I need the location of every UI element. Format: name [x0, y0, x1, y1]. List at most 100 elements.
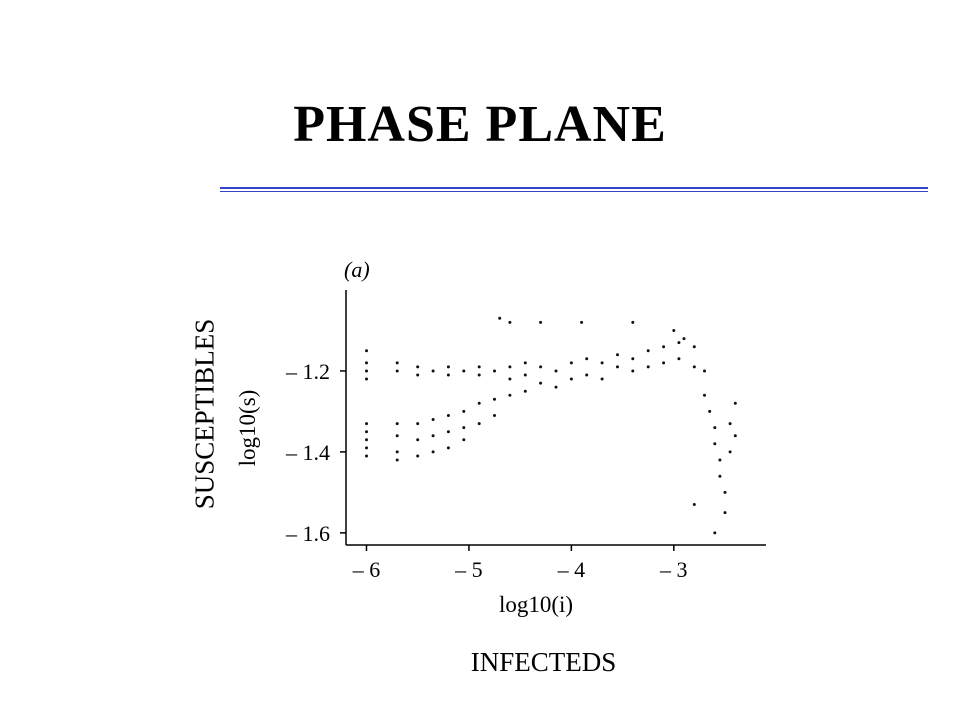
- data-point: [365, 361, 368, 365]
- page-title: PHASE PLANE: [293, 96, 667, 153]
- data-point: [365, 422, 368, 426]
- data-point: [365, 430, 368, 434]
- x-tick-label: – 3: [659, 557, 688, 582]
- panel-label: (a): [344, 257, 370, 282]
- data-point: [569, 377, 573, 381]
- data-point: [477, 373, 481, 377]
- data-point: [416, 365, 420, 369]
- data-point: [662, 345, 666, 349]
- x-tick-label: – 5: [454, 557, 483, 582]
- data-point: [493, 369, 496, 373]
- data-point: [498, 316, 502, 320]
- data-point: [462, 369, 466, 373]
- data-point: [446, 414, 450, 417]
- data-point: [365, 369, 368, 373]
- data-point: [477, 422, 481, 426]
- data-point: [692, 365, 696, 369]
- data-point: [508, 365, 512, 369]
- data-point: [646, 349, 650, 353]
- data-point: [431, 418, 435, 421]
- data-point: [554, 385, 558, 389]
- data-point: [616, 353, 619, 357]
- data-point: [365, 438, 368, 442]
- data-point: [395, 369, 399, 373]
- data-point: [677, 341, 681, 345]
- data-point: [662, 361, 666, 365]
- data-point: [523, 361, 527, 365]
- data-point: [493, 414, 496, 417]
- data-point: [365, 454, 368, 458]
- data-point: [416, 422, 420, 426]
- data-point: [703, 369, 706, 373]
- data-point: [728, 450, 732, 454]
- data-point: [733, 401, 737, 405]
- data-point: [682, 337, 686, 341]
- y-tick-label: – 1.2: [285, 359, 330, 384]
- data-point: [365, 377, 368, 381]
- x-tick-label: – 4: [557, 557, 586, 582]
- data-point: [462, 409, 466, 413]
- data-point: [446, 373, 450, 377]
- data-point: [728, 422, 732, 426]
- data-point: [631, 320, 635, 324]
- data-point: [431, 434, 435, 438]
- title-divider-thin: [220, 191, 928, 192]
- data-point: [539, 381, 543, 385]
- data-point: [446, 446, 450, 450]
- data-point: [713, 531, 717, 535]
- data-point: [713, 426, 717, 430]
- data-point: [462, 438, 466, 442]
- data-point: [416, 454, 420, 458]
- data-point: [672, 329, 676, 332]
- data-point: [733, 434, 737, 438]
- data-point: [446, 430, 450, 434]
- y-axis-label: log10(s): [235, 390, 260, 467]
- data-point: [508, 320, 512, 324]
- x-axis-label: log10(i): [499, 592, 573, 617]
- data-point: [395, 422, 399, 426]
- data-point: [462, 426, 466, 430]
- title-divider: [220, 187, 928, 189]
- data-point: [692, 503, 696, 506]
- data-point: [395, 450, 399, 454]
- data-point: [431, 369, 435, 373]
- data-point: [365, 446, 368, 450]
- data-points: [365, 316, 737, 535]
- data-point: [395, 434, 399, 438]
- data-point: [446, 365, 450, 369]
- data-point: [723, 490, 727, 494]
- data-point: [395, 361, 399, 365]
- x-tick-label: – 6: [352, 557, 381, 582]
- data-point: [703, 393, 706, 397]
- data-point: [616, 365, 619, 369]
- data-point: [523, 389, 527, 393]
- data-point: [508, 393, 512, 397]
- data-point: [431, 450, 435, 454]
- x-axis-caption: INFECTEDS: [470, 647, 617, 677]
- data-point: [692, 345, 696, 349]
- data-point: [539, 320, 543, 324]
- data-point: [677, 357, 681, 361]
- data-point: [713, 442, 717, 446]
- data-point: [718, 474, 722, 478]
- data-point: [718, 458, 722, 462]
- data-point: [539, 365, 543, 369]
- data-point: [580, 320, 584, 324]
- data-point: [365, 349, 368, 353]
- y-tick-label: – 1.4: [285, 440, 330, 465]
- data-point: [600, 377, 604, 381]
- data-point: [600, 361, 604, 365]
- data-point: [631, 369, 635, 373]
- data-point: [477, 401, 481, 405]
- data-point: [416, 373, 420, 377]
- data-point: [493, 397, 496, 401]
- data-point: [477, 365, 481, 369]
- data-point: [523, 373, 527, 377]
- data-point: [646, 365, 650, 369]
- data-point: [395, 458, 399, 462]
- chart-axes: – 6 – 5 – 4 – 3 – 1.2 – 1.4 – 1.6: [285, 290, 766, 582]
- data-point: [569, 361, 573, 365]
- data-point: [708, 409, 712, 413]
- y-tick-label: – 1.6: [285, 521, 330, 546]
